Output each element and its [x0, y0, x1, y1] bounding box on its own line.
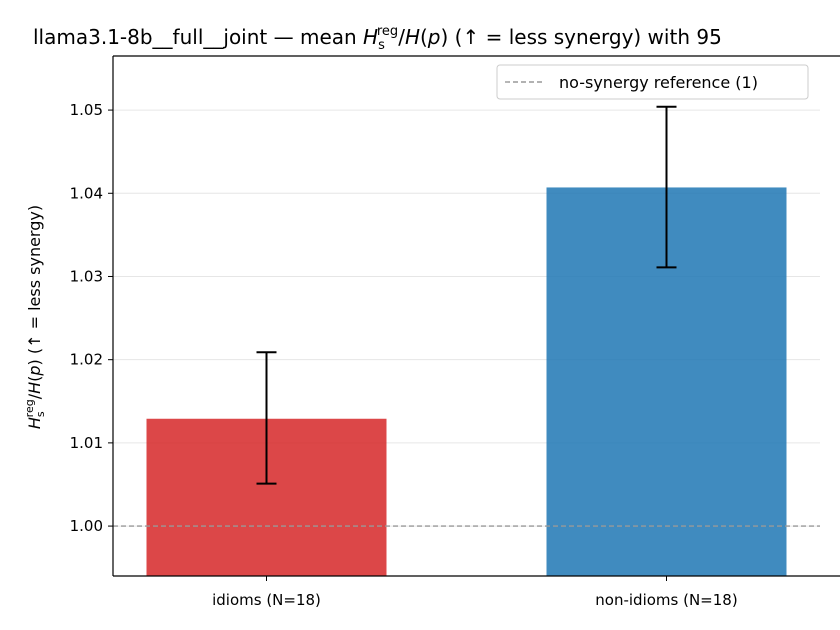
ylabel-math-sub: s [34, 411, 47, 417]
ylabel-suffix: (↑ = less synergy) [25, 205, 44, 359]
ylabel-math-H2: H [25, 382, 44, 394]
ylabel-math-rp: ) [25, 359, 44, 365]
ylabel-math-slash: / [25, 393, 44, 399]
ylabel-math-H: H [25, 417, 44, 429]
title-math-sup: reg [377, 24, 398, 39]
title-math-slash: / [398, 25, 405, 49]
x-tick-label: idioms (N=18) [212, 591, 321, 609]
error-bars [256, 105, 677, 485]
title-math-H2: H [405, 25, 420, 49]
ticks: 1.00 1.01 1.02 1.03 1.04 1.05 idioms (N=18) non… [70, 101, 738, 609]
ylabel-math-sup: reg [23, 399, 36, 417]
y-axis-label: Hsreg/H(p) (↑ = less synergy) [23, 205, 47, 429]
title-math-H: H [363, 25, 378, 49]
legend-box [496, 64, 809, 100]
title-math-p: p [427, 25, 441, 49]
title-math-rp: ) [441, 25, 449, 49]
y-tick-label: 1.02 [70, 351, 103, 369]
x-tick-label: non-idioms (N=18) [595, 591, 737, 609]
legend-reference-label: no-synergy reference (1) [559, 73, 758, 92]
y-tick-label: 1.04 [70, 184, 103, 202]
chart-title: llama3.1-8b__full__joint — mean Hsreg/H(… [33, 24, 722, 53]
title-suffix: (↑ = less synergy) with 95 [448, 25, 722, 49]
y-tick-label: 1.03 [70, 267, 103, 285]
y-tick-label: 1.01 [70, 434, 103, 452]
legend: no-synergy reference (1) [496, 64, 809, 100]
y-tick-label: 1.00 [70, 517, 103, 535]
y-tick-label: 1.05 [70, 101, 103, 119]
title-prefix: llama3.1-8b__full__joint — mean [33, 25, 363, 49]
title-math-sub: s [378, 38, 385, 53]
title-math-lp: ( [420, 25, 428, 49]
axes [112, 55, 840, 577]
ylabel-math-p: p [25, 365, 44, 376]
ylabel-math-lp: ( [25, 376, 44, 382]
bars [146, 187, 787, 576]
